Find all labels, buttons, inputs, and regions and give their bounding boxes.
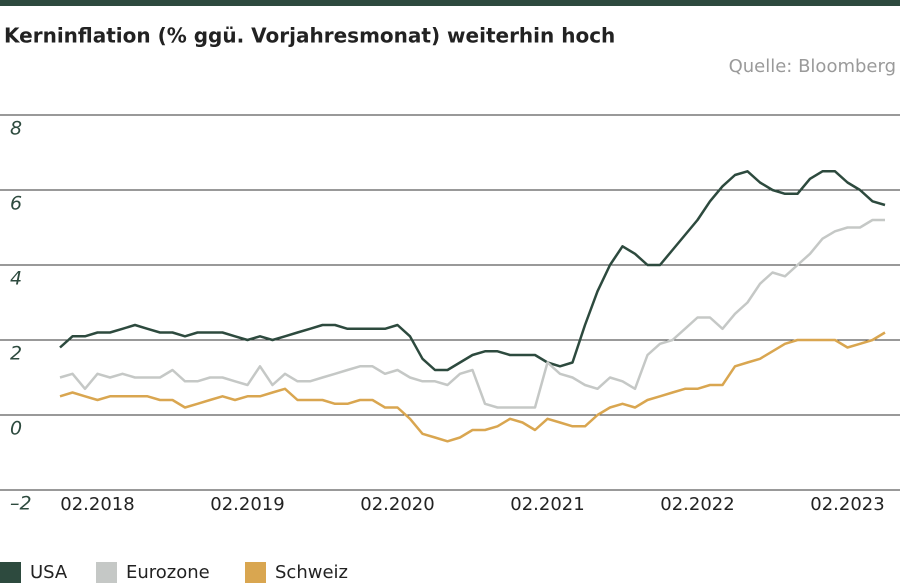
y-tick-label: 2 (10, 343, 22, 365)
y-tick-label: 6 (10, 193, 22, 215)
y-tick-label: –2 (10, 493, 32, 515)
line-series (59, 218, 885, 409)
x-tick-label: 02.2018 (60, 494, 134, 515)
y-tick-label: 8 (10, 118, 22, 140)
line-series (59, 331, 886, 443)
x-tick-label: 02.2023 (810, 494, 884, 515)
legend-swatch (245, 562, 266, 583)
source: Quelle: Bloomberg (729, 56, 896, 77)
x-tick-label: 02.2022 (660, 494, 734, 515)
chart-title: Kerninflation (% ggü. Vorjahresmonat) we… (4, 24, 615, 48)
x-tick-label: 02.2020 (360, 494, 434, 515)
y-tick-label: 4 (10, 268, 22, 290)
legend-label: Schweiz (275, 562, 348, 583)
line-series (59, 170, 886, 372)
legend-label: Eurozone (126, 562, 210, 583)
legend-label: USA (30, 562, 68, 583)
legend-swatch (96, 562, 117, 583)
top-bar (0, 0, 900, 6)
legend-swatch (0, 562, 21, 583)
y-tick-label: 0 (10, 418, 22, 440)
x-tick-label: 02.2021 (510, 494, 584, 515)
x-tick-label: 02.2019 (210, 494, 284, 515)
